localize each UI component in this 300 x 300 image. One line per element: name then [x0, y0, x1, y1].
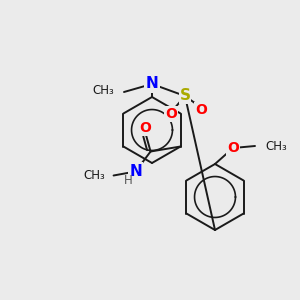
Text: O: O [195, 103, 207, 117]
Text: O: O [227, 141, 239, 155]
Text: CH₃: CH₃ [92, 83, 114, 97]
Text: S: S [179, 88, 191, 104]
Text: N: N [146, 76, 158, 92]
Text: CH₃: CH₃ [84, 169, 106, 182]
Text: O: O [140, 122, 152, 136]
Text: O: O [165, 107, 177, 121]
Text: N: N [129, 164, 142, 179]
Text: H: H [124, 174, 133, 187]
Text: CH₃: CH₃ [265, 140, 287, 152]
